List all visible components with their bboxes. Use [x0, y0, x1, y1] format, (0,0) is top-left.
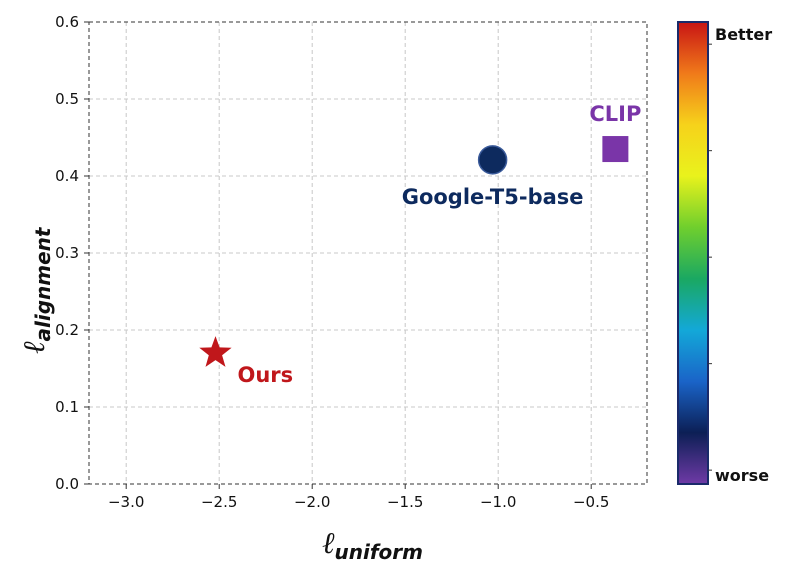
y-tick-label: 0.2 — [55, 321, 79, 339]
x-axis-ticks: −3.0 −2.5 −2.0 −1.5 −1.0 −0.5 — [108, 484, 609, 511]
plot-frame — [88, 21, 648, 485]
square-marker-clip — [602, 136, 629, 163]
x-tick-label: −1.5 — [387, 493, 423, 511]
svg-text:ℓalignment: ℓalignment — [17, 226, 55, 354]
y-tick-label: 0.1 — [55, 398, 79, 416]
x-tick-label: −1.0 — [480, 493, 516, 511]
data-points: Ours Google-T5-base CLIP — [199, 102, 641, 387]
x-tick-label: −0.5 — [573, 493, 609, 511]
x-axis-label: ℓuniform — [322, 526, 423, 564]
colorbar: Better worse — [677, 21, 772, 485]
star-marker-ours — [199, 336, 232, 367]
x-tick-label: −3.0 — [108, 493, 144, 511]
colorbar-top-label: Better — [715, 25, 772, 44]
x-axis-symbol: ℓ — [322, 526, 335, 561]
x-tick-label: −2.0 — [294, 493, 330, 511]
circle-marker-google-t5-base — [477, 145, 508, 175]
x-tick-label: −2.5 — [201, 493, 237, 511]
y-tick-label: 0.5 — [55, 90, 79, 108]
colorbar-ticks — [708, 43, 712, 471]
colorbar-bottom-label: worse — [715, 466, 769, 485]
point-label-google-t5-base: Google-T5-base — [402, 185, 584, 209]
grid-lines — [89, 22, 647, 484]
y-axis-symbol: ℓ — [17, 341, 52, 354]
y-axis-label: ℓalignment — [17, 226, 55, 354]
y-tick-label: 0.0 — [55, 475, 79, 493]
y-tick-label: 0.6 — [55, 13, 79, 31]
y-axis-subscript: alignment — [31, 226, 55, 341]
point-label-ours: Ours — [237, 363, 293, 387]
colorbar-gradient — [677, 21, 709, 485]
y-tick-label: 0.3 — [55, 244, 79, 262]
y-axis-ticks: 0.0 0.1 0.2 0.3 0.4 0.5 0.6 — [55, 13, 89, 493]
y-tick-label: 0.4 — [55, 167, 79, 185]
point-label-clip: CLIP — [589, 102, 641, 126]
x-axis-subscript: uniform — [335, 540, 423, 564]
